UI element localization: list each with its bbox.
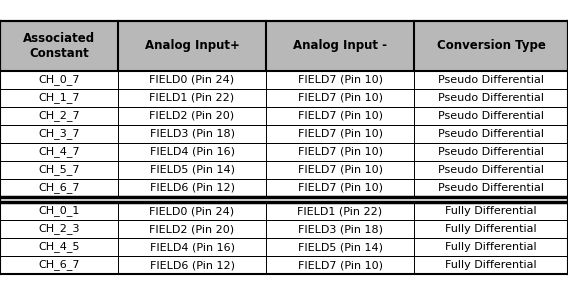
Text: Fully Differential: Fully Differential xyxy=(445,260,537,270)
Bar xyxy=(0,238,118,256)
Bar xyxy=(266,179,414,197)
Bar xyxy=(118,21,266,71)
Text: FIELD5 (Pin 14): FIELD5 (Pin 14) xyxy=(149,165,235,175)
Bar xyxy=(266,161,414,179)
Bar xyxy=(118,202,266,220)
Bar xyxy=(266,107,414,125)
Bar xyxy=(266,256,414,274)
Bar xyxy=(266,220,414,238)
Bar xyxy=(414,161,568,179)
Text: Fully Differential: Fully Differential xyxy=(445,224,537,234)
Bar xyxy=(266,21,414,71)
Text: FIELD3 (Pin 18): FIELD3 (Pin 18) xyxy=(149,129,235,139)
Bar xyxy=(0,21,118,71)
Bar xyxy=(414,89,568,107)
Text: CH_6_7: CH_6_7 xyxy=(38,260,80,271)
Text: FIELD7 (Pin 10): FIELD7 (Pin 10) xyxy=(298,165,382,175)
Bar xyxy=(118,238,266,256)
Text: CH_0_1: CH_0_1 xyxy=(38,206,80,217)
Text: Conversion Type: Conversion Type xyxy=(437,40,545,53)
Text: CH_4_7: CH_4_7 xyxy=(38,147,80,158)
Bar xyxy=(118,89,266,107)
Bar xyxy=(414,125,568,143)
Bar xyxy=(266,89,414,107)
Bar xyxy=(414,107,568,125)
Text: Fully Differential: Fully Differential xyxy=(445,206,537,216)
Bar xyxy=(266,202,414,220)
Text: FIELD2 (Pin 20): FIELD2 (Pin 20) xyxy=(149,111,235,121)
Bar xyxy=(266,238,414,256)
Text: FIELD0 (Pin 24): FIELD0 (Pin 24) xyxy=(149,75,235,85)
Bar xyxy=(414,256,568,274)
Text: FIELD4 (Pin 16): FIELD4 (Pin 16) xyxy=(149,147,235,157)
Text: FIELD6 (Pin 12): FIELD6 (Pin 12) xyxy=(149,260,235,270)
Bar xyxy=(118,220,266,238)
Bar xyxy=(0,161,118,179)
Bar xyxy=(118,256,266,274)
Text: CH_0_7: CH_0_7 xyxy=(38,75,80,86)
Bar xyxy=(0,89,118,107)
Text: Fully Differential: Fully Differential xyxy=(445,242,537,252)
Text: CH_1_7: CH_1_7 xyxy=(38,93,80,104)
Bar xyxy=(0,220,118,238)
Text: CH_3_7: CH_3_7 xyxy=(38,129,80,140)
Text: CH_4_5: CH_4_5 xyxy=(38,242,80,253)
Bar xyxy=(0,202,118,220)
Text: FIELD7 (Pin 10): FIELD7 (Pin 10) xyxy=(298,183,382,193)
Bar xyxy=(414,179,568,197)
Text: FIELD4 (Pin 16): FIELD4 (Pin 16) xyxy=(149,242,235,252)
Text: Pseudo Differential: Pseudo Differential xyxy=(438,165,544,175)
Text: CH_6_7: CH_6_7 xyxy=(38,183,80,194)
Bar xyxy=(0,71,118,89)
Bar xyxy=(0,107,118,125)
Text: Pseudo Differential: Pseudo Differential xyxy=(438,75,544,85)
Bar xyxy=(414,71,568,89)
Bar xyxy=(414,143,568,161)
Text: FIELD7 (Pin 10): FIELD7 (Pin 10) xyxy=(298,75,382,85)
Bar xyxy=(266,71,414,89)
Bar xyxy=(118,107,266,125)
Text: Pseudo Differential: Pseudo Differential xyxy=(438,129,544,139)
Bar xyxy=(0,125,118,143)
Bar xyxy=(118,143,266,161)
Text: Pseudo Differential: Pseudo Differential xyxy=(438,93,544,103)
Bar xyxy=(118,179,266,197)
Bar xyxy=(414,21,568,71)
Text: FIELD2 (Pin 20): FIELD2 (Pin 20) xyxy=(149,224,235,234)
Text: Analog Input -: Analog Input - xyxy=(293,40,387,53)
Text: CH_5_7: CH_5_7 xyxy=(38,165,80,176)
Text: Analog Input+: Analog Input+ xyxy=(145,40,240,53)
Bar xyxy=(118,125,266,143)
Bar xyxy=(414,238,568,256)
Bar xyxy=(118,71,266,89)
Text: Pseudo Differential: Pseudo Differential xyxy=(438,147,544,157)
Bar xyxy=(266,143,414,161)
Text: FIELD1 (Pin 22): FIELD1 (Pin 22) xyxy=(298,206,383,216)
Bar xyxy=(414,220,568,238)
Text: FIELD6 (Pin 12): FIELD6 (Pin 12) xyxy=(149,183,235,193)
Text: Associated
Constant: Associated Constant xyxy=(23,32,95,60)
Text: FIELD1 (Pin 22): FIELD1 (Pin 22) xyxy=(149,93,235,103)
Text: FIELD5 (Pin 14): FIELD5 (Pin 14) xyxy=(298,242,382,252)
Bar xyxy=(0,179,118,197)
Text: CH_2_7: CH_2_7 xyxy=(38,111,80,122)
Text: CH_2_3: CH_2_3 xyxy=(38,224,80,235)
Text: FIELD7 (Pin 10): FIELD7 (Pin 10) xyxy=(298,111,382,121)
Text: FIELD0 (Pin 24): FIELD0 (Pin 24) xyxy=(149,206,235,216)
Bar xyxy=(414,202,568,220)
Bar xyxy=(0,197,568,202)
Text: Pseudo Differential: Pseudo Differential xyxy=(438,111,544,121)
Text: FIELD7 (Pin 10): FIELD7 (Pin 10) xyxy=(298,260,382,270)
Text: Pseudo Differential: Pseudo Differential xyxy=(438,183,544,193)
Bar xyxy=(0,256,118,274)
Text: FIELD3 (Pin 18): FIELD3 (Pin 18) xyxy=(298,224,382,234)
Text: FIELD7 (Pin 10): FIELD7 (Pin 10) xyxy=(298,129,382,139)
Bar xyxy=(266,125,414,143)
Text: FIELD7 (Pin 10): FIELD7 (Pin 10) xyxy=(298,93,382,103)
Bar xyxy=(0,143,118,161)
Bar xyxy=(118,161,266,179)
Text: FIELD7 (Pin 10): FIELD7 (Pin 10) xyxy=(298,147,382,157)
